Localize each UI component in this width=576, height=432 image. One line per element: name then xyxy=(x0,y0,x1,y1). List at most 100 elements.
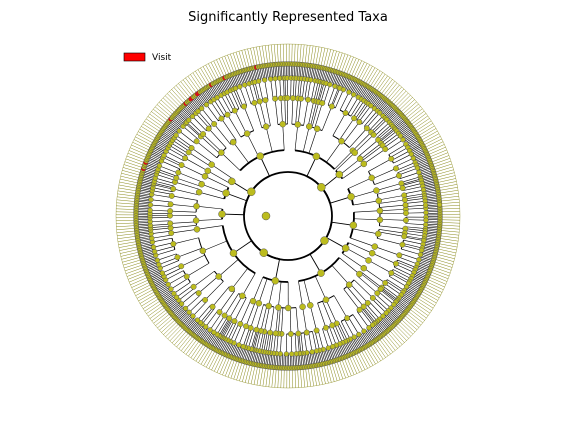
leaf-branch xyxy=(384,82,398,99)
clade-stem xyxy=(347,177,372,189)
clade-node xyxy=(168,230,175,237)
leaf-branch xyxy=(247,363,254,384)
clade-node xyxy=(171,290,177,297)
clade-node xyxy=(262,97,269,104)
clade-stem xyxy=(267,332,272,353)
clade-node xyxy=(363,125,370,132)
leaf-branch xyxy=(429,152,449,161)
root-ring xyxy=(243,171,333,261)
clade-node xyxy=(159,270,165,276)
clade-node xyxy=(272,95,279,102)
leaf-fringe-ring xyxy=(115,43,461,389)
clade-stem xyxy=(170,142,189,154)
clade-node xyxy=(149,235,155,241)
leaf-branch xyxy=(416,297,434,309)
clade-stem xyxy=(307,79,312,100)
clade-node xyxy=(265,302,272,310)
clade-node xyxy=(382,146,389,153)
leaf-branch xyxy=(390,327,405,343)
clade-stem xyxy=(335,89,344,109)
clade-stem xyxy=(156,174,176,181)
leaf-branch xyxy=(410,305,427,319)
clade-stem xyxy=(181,290,198,305)
leaf-branch xyxy=(242,362,248,382)
leaf-branch xyxy=(426,278,445,288)
leaf-branch xyxy=(141,295,159,307)
cladogram-tree xyxy=(115,43,461,389)
clade-arc xyxy=(243,175,270,215)
clade-stem xyxy=(310,80,316,101)
leaf-branch xyxy=(345,56,354,76)
clade-node xyxy=(161,152,167,159)
clade-stem xyxy=(270,333,274,353)
clade-stem xyxy=(265,126,273,152)
leaf-branch xyxy=(394,324,409,339)
leaf-branch xyxy=(154,106,171,120)
clade-stem xyxy=(151,230,172,235)
clade-node xyxy=(368,103,374,109)
leaf-branch xyxy=(309,45,314,66)
clade-node xyxy=(401,196,408,203)
leaf-branch xyxy=(438,195,459,199)
clade-stem xyxy=(201,108,215,125)
clade-node xyxy=(214,94,220,101)
clade-node xyxy=(305,96,312,103)
leaf-branch xyxy=(439,224,460,227)
leaf-branch xyxy=(437,184,458,189)
leaf-branch xyxy=(135,136,154,147)
clade-node xyxy=(308,77,314,83)
clade-stem xyxy=(358,105,372,122)
leaf-branch xyxy=(126,155,146,164)
clade-stem xyxy=(235,88,244,107)
leaf-branch xyxy=(130,276,149,286)
clade-stem xyxy=(152,190,173,195)
clade-node xyxy=(295,330,302,337)
leaf-branch xyxy=(417,125,435,137)
clade-stem xyxy=(153,242,174,248)
clade-node xyxy=(229,138,237,146)
clade-stem xyxy=(282,124,285,151)
leaf-branch xyxy=(427,146,446,156)
clade-stem xyxy=(280,98,283,125)
clade-stem xyxy=(188,119,204,135)
leaf-branch xyxy=(178,83,192,100)
leaf-branch xyxy=(437,187,458,191)
clade-stem xyxy=(193,270,215,288)
leaf-branch xyxy=(382,334,396,351)
clade-stem xyxy=(339,118,355,140)
leaf-branch xyxy=(431,158,451,166)
clade-node xyxy=(329,322,336,329)
clade-stem xyxy=(386,281,404,293)
leaf-branch xyxy=(271,367,274,388)
clade-stem xyxy=(325,327,333,347)
clade-stem xyxy=(303,99,309,126)
leaf-branch xyxy=(280,367,282,388)
clade-node xyxy=(360,264,368,272)
clade-stem xyxy=(289,307,292,334)
clade-stem xyxy=(276,333,279,354)
leaf-branch xyxy=(371,342,384,360)
clade-node xyxy=(256,78,262,84)
leaf-branch xyxy=(265,45,269,66)
leaf-branch xyxy=(431,266,451,274)
clade-stem xyxy=(254,81,261,102)
clade-stem xyxy=(202,240,228,252)
clade-node xyxy=(216,309,223,316)
clade-node xyxy=(287,331,294,337)
leaf-branch xyxy=(386,84,400,101)
leaf-branch xyxy=(136,133,155,144)
leaf-branch xyxy=(343,357,352,377)
clade-stem xyxy=(404,232,425,237)
clade-node xyxy=(224,111,231,118)
leaf-branch xyxy=(325,49,332,69)
leaf-branch xyxy=(253,364,259,385)
leaf-branch xyxy=(247,48,253,69)
clade-stem xyxy=(374,122,390,137)
leaf-branch xyxy=(420,130,438,142)
clade-node xyxy=(255,300,263,307)
leaf-branch xyxy=(360,64,371,83)
clade-stem xyxy=(334,150,354,170)
clade-node xyxy=(173,294,180,300)
clade-stem xyxy=(233,89,242,108)
